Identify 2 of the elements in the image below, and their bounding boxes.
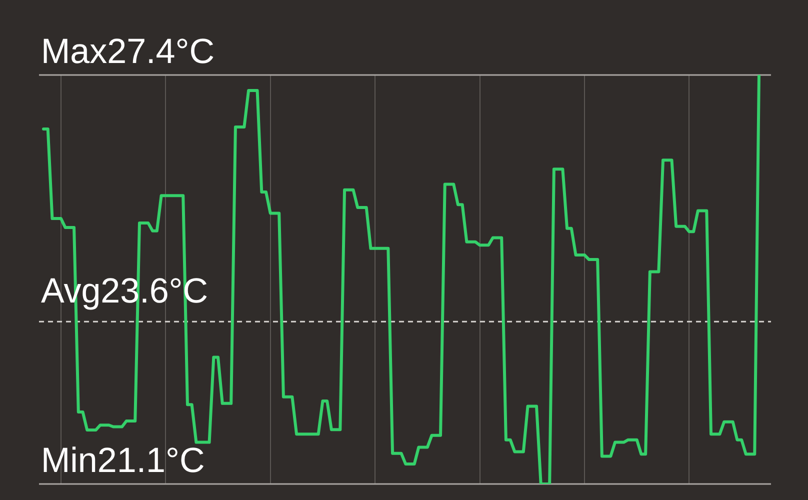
ref-line-label: Max27.4°C [41, 32, 215, 71]
ref-line-label: Min21.1°C [41, 441, 205, 480]
